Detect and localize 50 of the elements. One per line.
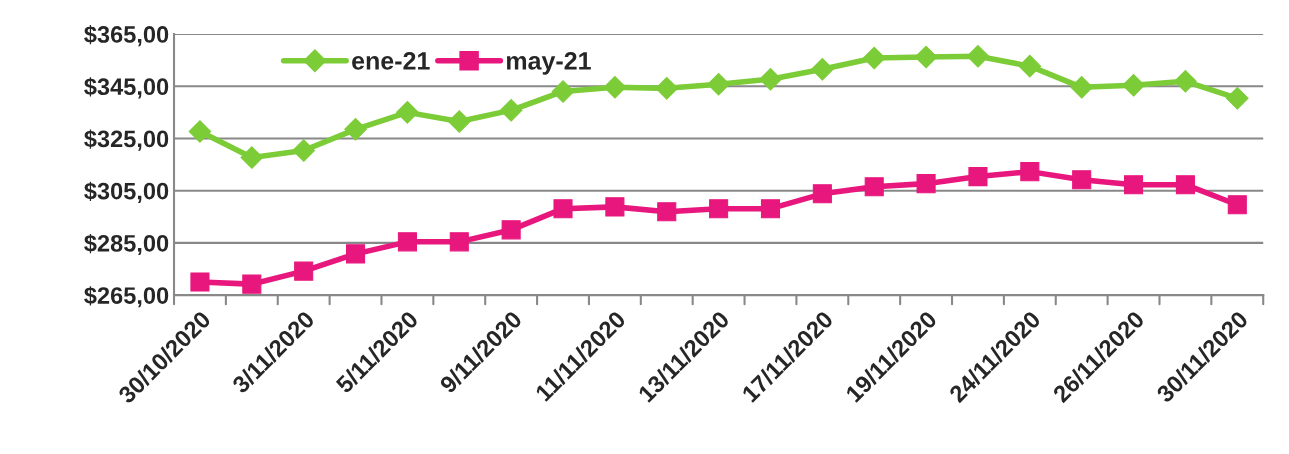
point <box>1225 86 1249 110</box>
point <box>864 177 884 197</box>
y-tick-label: $265,00 <box>84 286 169 308</box>
point <box>240 146 264 169</box>
point <box>811 57 834 81</box>
point <box>812 184 832 204</box>
point <box>551 80 575 103</box>
point <box>501 220 521 240</box>
point <box>346 244 366 264</box>
point <box>709 199 729 219</box>
point <box>603 75 627 99</box>
point <box>188 120 212 143</box>
y-tick-label: $345,00 <box>84 77 169 99</box>
point <box>759 67 782 91</box>
point <box>862 46 886 70</box>
point <box>966 44 990 68</box>
point <box>292 139 315 162</box>
point <box>760 199 781 219</box>
point <box>294 261 314 281</box>
point <box>1175 175 1195 195</box>
point <box>655 77 679 100</box>
point <box>553 199 573 219</box>
point <box>242 274 262 294</box>
point <box>1018 54 1042 78</box>
point <box>968 167 988 187</box>
point <box>1072 170 1092 190</box>
point <box>449 232 469 252</box>
point <box>397 232 417 252</box>
point <box>396 101 419 124</box>
point <box>1070 75 1094 99</box>
y-tick-label: $365,00 <box>84 25 169 47</box>
point <box>1174 69 1197 93</box>
point <box>499 98 523 122</box>
point <box>1227 195 1247 215</box>
point <box>916 174 936 194</box>
y-tick-label: $305,00 <box>84 181 169 203</box>
point <box>447 110 471 133</box>
point <box>914 45 938 69</box>
point <box>1020 162 1040 182</box>
point <box>657 202 677 222</box>
point <box>1124 175 1144 195</box>
legend-label: ene-21 <box>352 51 430 70</box>
legend-label: may-21 <box>507 51 591 75</box>
point <box>605 197 625 217</box>
y-tick-label: $325,00 <box>84 129 169 151</box>
point <box>1122 73 1145 97</box>
point <box>707 72 730 96</box>
point <box>344 118 367 141</box>
point <box>190 272 210 292</box>
y-tick-label: $285,00 <box>84 233 169 256</box>
